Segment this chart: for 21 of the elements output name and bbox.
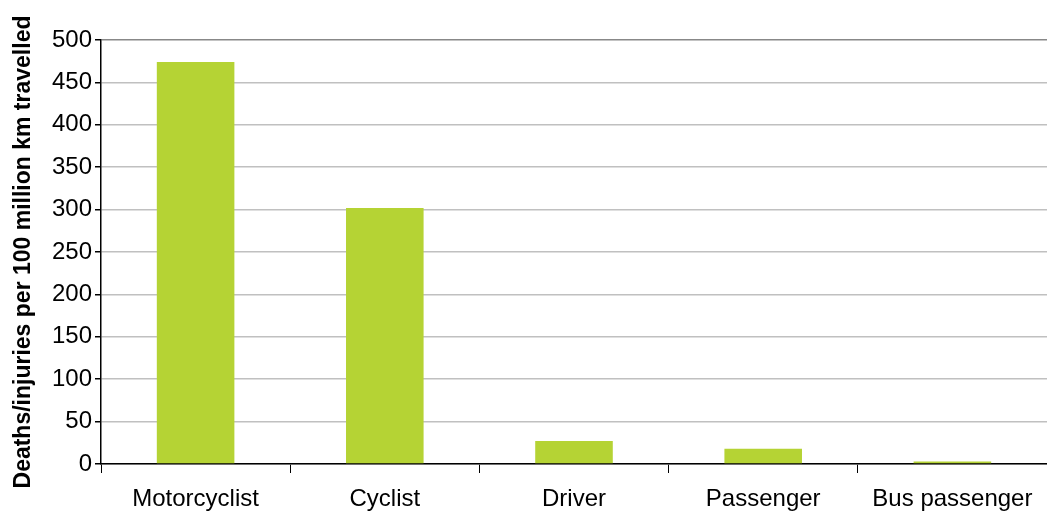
y-tick-label: 300	[51, 194, 92, 222]
x-tick-label: Motorcyclist	[132, 484, 260, 511]
y-tick-label: 50	[65, 406, 92, 434]
bar	[724, 448, 802, 464]
bar	[535, 441, 613, 464]
x-tick-label: Cyclist	[349, 484, 421, 511]
y-tick-label: 500	[51, 24, 92, 52]
y-axis-title: Deaths/injuries per 100 million km travelled	[9, 15, 36, 489]
y-tick-label: 0	[78, 448, 92, 476]
x-tick-label: Driver	[542, 484, 606, 511]
bar	[156, 62, 235, 464]
y-tick-label: 150	[51, 321, 92, 349]
x-tick-label: Bus passenger	[872, 484, 1033, 511]
y-tick-label: 350	[51, 151, 92, 179]
y-tick-label: 100	[51, 363, 92, 391]
bar	[346, 207, 424, 464]
y-tick-label: 450	[51, 67, 92, 95]
x-tick-label: Passenger	[705, 484, 821, 511]
y-tick-label: 250	[51, 236, 92, 264]
y-tick-label: 200	[51, 279, 92, 307]
y-tick-label: 400	[51, 109, 92, 137]
